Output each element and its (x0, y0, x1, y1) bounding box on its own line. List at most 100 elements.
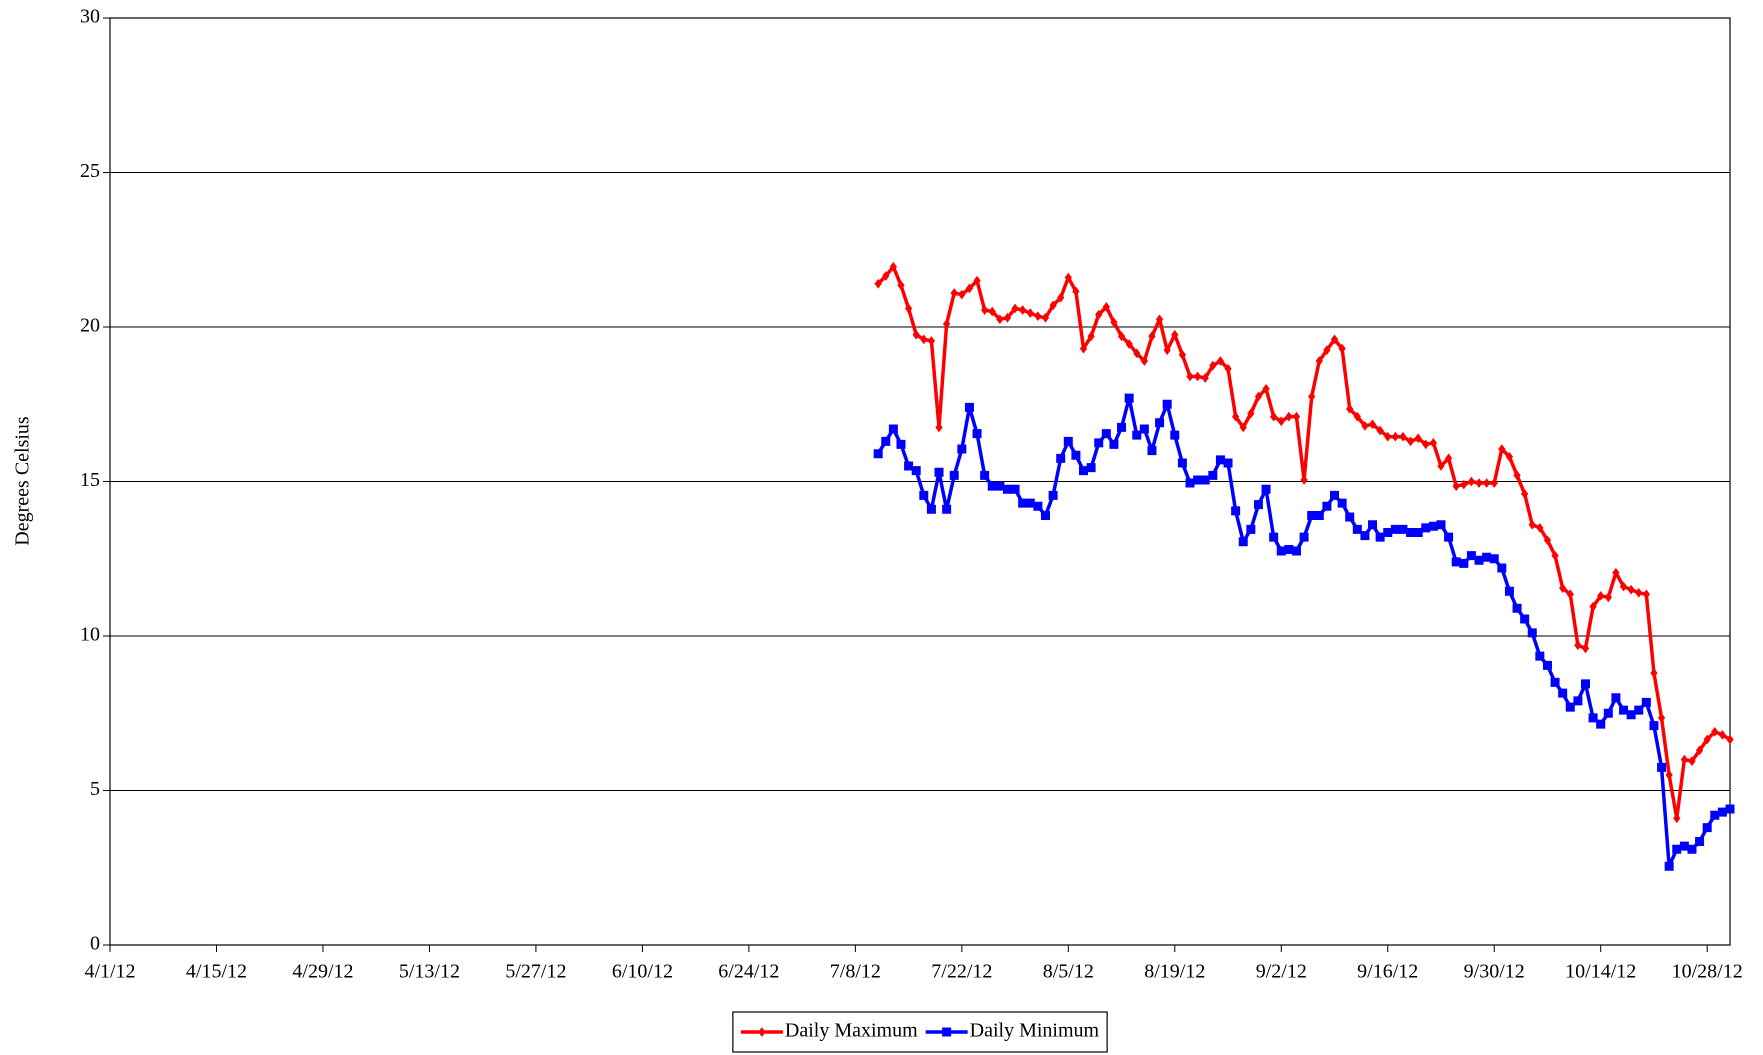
marker (1384, 431, 1392, 442)
marker (1345, 512, 1355, 522)
marker (1261, 484, 1271, 494)
marker (1687, 844, 1697, 854)
x-tick-label: 5/13/12 (399, 961, 460, 983)
y-tick-label: 15 (80, 469, 100, 491)
marker (1650, 668, 1658, 678)
marker (1360, 531, 1370, 541)
marker (1262, 383, 1270, 394)
marker (1626, 710, 1636, 720)
marker (1619, 581, 1628, 592)
x-tick-label: 7/8/12 (830, 961, 881, 983)
marker (1079, 343, 1088, 354)
marker (1597, 590, 1605, 601)
marker (897, 280, 905, 291)
marker (1459, 558, 1469, 568)
marker (1148, 331, 1156, 342)
marker (1246, 524, 1256, 534)
marker (1414, 433, 1422, 444)
marker (1133, 348, 1141, 359)
marker (1725, 804, 1735, 814)
marker (1140, 356, 1148, 366)
marker (1391, 431, 1399, 442)
marker (1649, 721, 1659, 731)
marker (1072, 286, 1080, 297)
marker (1504, 586, 1514, 596)
marker (1117, 331, 1126, 342)
marker (987, 481, 997, 491)
marker (1163, 345, 1171, 356)
marker (1033, 501, 1043, 511)
marker (964, 402, 974, 412)
marker (1711, 726, 1719, 737)
y-tick-label: 30 (80, 6, 100, 28)
marker (1209, 360, 1217, 371)
marker (1353, 411, 1361, 422)
marker (1139, 424, 1149, 434)
marker (1238, 537, 1248, 547)
marker (1330, 334, 1339, 345)
marker (1399, 431, 1407, 442)
y-tick-label: 20 (80, 315, 100, 337)
marker (1193, 475, 1203, 485)
marker (1285, 411, 1293, 422)
marker (1664, 861, 1674, 871)
x-tick-label: 8/5/12 (1043, 961, 1094, 983)
marker (1558, 688, 1568, 698)
marker (1498, 444, 1506, 454)
marker (1056, 453, 1066, 463)
marker (1253, 500, 1263, 510)
marker (1679, 841, 1689, 851)
marker (1474, 555, 1484, 565)
marker (935, 422, 943, 433)
marker (1040, 510, 1050, 520)
marker (1490, 478, 1498, 488)
marker (1224, 363, 1232, 374)
x-tick-label: 10/28/12 (1672, 961, 1743, 983)
marker (1726, 734, 1734, 745)
marker (1611, 693, 1621, 703)
marker (1543, 535, 1552, 546)
marker (1428, 521, 1438, 531)
marker (1489, 554, 1499, 564)
marker (1528, 519, 1536, 530)
marker (1680, 754, 1688, 765)
marker (1375, 532, 1385, 542)
marker (881, 436, 891, 446)
marker (1536, 523, 1544, 533)
marker (1057, 292, 1065, 303)
marker (950, 288, 958, 298)
marker (1322, 501, 1332, 511)
marker (1034, 311, 1042, 322)
marker (904, 461, 914, 471)
marker (1314, 510, 1324, 520)
x-tick-label: 5/27/12 (505, 961, 566, 983)
marker (1071, 450, 1081, 460)
marker (919, 490, 929, 500)
marker (912, 329, 920, 340)
y-tick-label: 0 (90, 933, 100, 955)
marker (1612, 567, 1620, 578)
marker (1186, 371, 1194, 382)
marker (1452, 481, 1460, 491)
x-tick-label: 4/1/12 (84, 961, 135, 983)
marker (972, 429, 982, 439)
marker (1580, 679, 1590, 689)
marker (1147, 446, 1157, 456)
marker (1466, 551, 1476, 561)
marker (1665, 770, 1673, 780)
marker (1026, 308, 1034, 318)
marker (873, 449, 883, 459)
marker (942, 319, 951, 329)
x-tick-label: 4/29/12 (292, 961, 353, 983)
marker (1200, 475, 1210, 485)
marker (1635, 587, 1643, 598)
marker (920, 334, 928, 345)
marker (1315, 356, 1323, 366)
marker (1542, 660, 1552, 670)
marker (1346, 404, 1354, 414)
marker (1596, 719, 1606, 729)
marker (1512, 603, 1522, 613)
marker (1270, 411, 1278, 422)
marker (926, 504, 936, 514)
